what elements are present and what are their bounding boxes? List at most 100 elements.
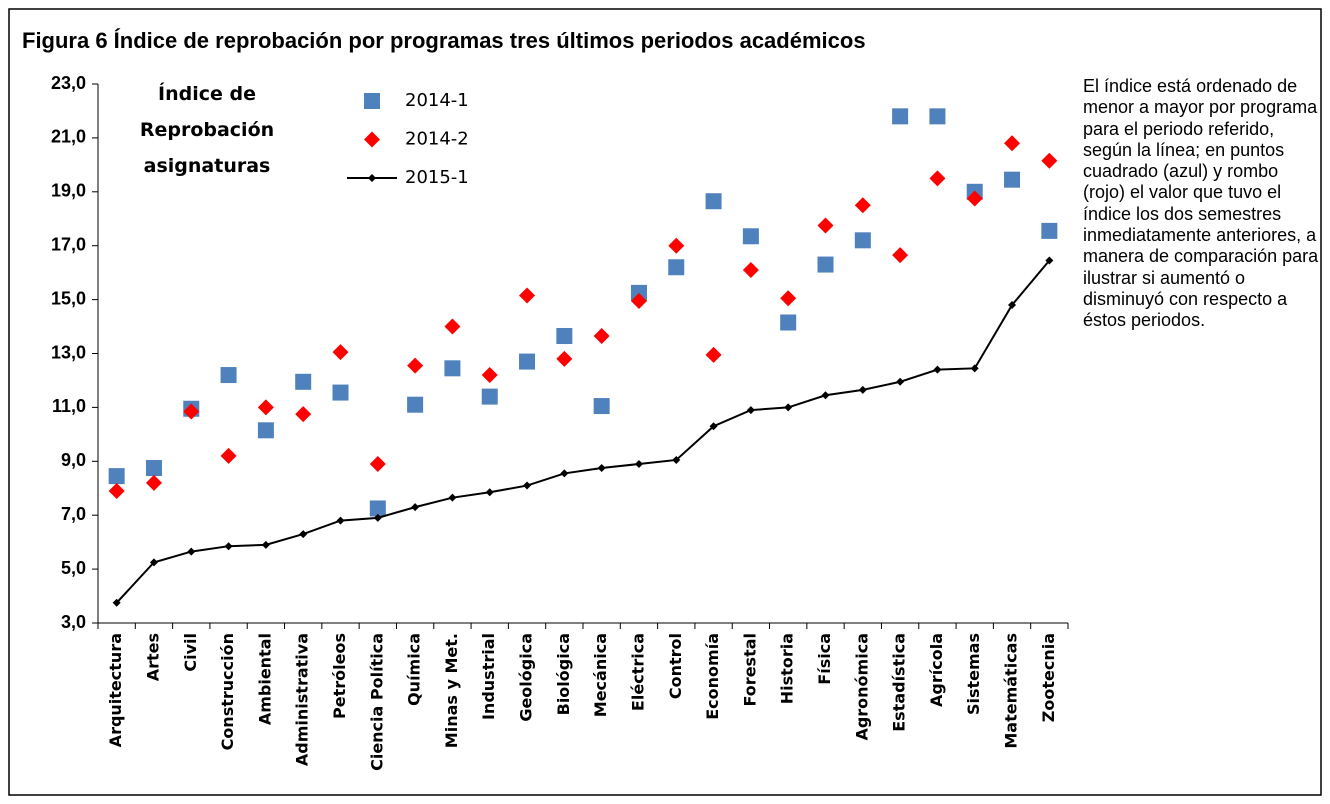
diamond-marker: [858, 385, 867, 394]
x-tick-label: Geológica: [517, 633, 536, 722]
diamond-marker: [519, 287, 536, 304]
square-marker: [444, 360, 461, 377]
diamond-marker: [145, 474, 162, 491]
x-tick-label: Economía: [703, 633, 722, 720]
diamond-marker: [705, 346, 722, 363]
diamond-marker: [448, 493, 457, 502]
square-marker: [892, 108, 909, 125]
diamond-marker: [364, 131, 380, 148]
x-tick-label: Biológica: [554, 633, 573, 715]
diamond-marker: [672, 455, 681, 464]
diamond-marker: [373, 513, 382, 522]
diamond-marker: [1045, 256, 1054, 265]
diamond-marker: [407, 357, 424, 374]
x-tick-label: Zootecnia: [1039, 633, 1058, 722]
diamond-marker: [780, 290, 797, 307]
y-tick-label: 21,0: [51, 127, 86, 147]
square-marker: [630, 284, 647, 301]
diamond-marker: [523, 481, 532, 490]
y-tick-label: 13,0: [51, 342, 86, 362]
diamond-marker: [411, 503, 420, 512]
square-marker: [257, 422, 274, 439]
diamond-marker: [742, 261, 759, 278]
diamond-marker: [821, 391, 830, 400]
diamond-marker: [892, 247, 909, 264]
square-marker: [295, 373, 312, 390]
diamond-marker: [966, 190, 983, 207]
diamond-marker: [485, 488, 494, 497]
square-marker: [817, 256, 834, 273]
square-marker: [332, 384, 349, 401]
legend-label: 2015-1: [405, 167, 469, 188]
x-tick-label: Industrial: [479, 633, 498, 720]
square-marker: [369, 500, 386, 517]
series-line: [115, 259, 1051, 604]
diamond-marker: [336, 516, 345, 525]
diamond-marker: [634, 459, 643, 468]
diamond-marker: [1004, 135, 1021, 152]
x-tick-label: Ciencia Política: [367, 633, 386, 771]
x-tick-label: Química: [405, 633, 424, 706]
diamond-marker: [556, 350, 573, 367]
diamond-marker: [108, 482, 125, 499]
y-tick-label: 15,0: [51, 288, 86, 308]
x-tick-label: Control: [666, 633, 685, 699]
square-marker: [780, 314, 797, 331]
x-tick-label: Forestal: [740, 633, 759, 706]
diamond-marker: [295, 406, 312, 423]
diamond-marker: [332, 344, 349, 361]
square-marker: [145, 460, 162, 477]
diamond-marker: [444, 318, 461, 335]
square-marker: [742, 228, 759, 245]
x-tick-label: Estadística: [890, 633, 909, 732]
x-tick-label: Administrativa: [293, 633, 312, 766]
diamond-marker: [1008, 300, 1017, 309]
x-tick-label: Historia: [778, 633, 797, 704]
diamond-marker: [257, 399, 274, 416]
diamond-marker: [746, 406, 755, 415]
square-marker: [668, 259, 685, 276]
x-tick-label: Sistemas: [964, 633, 983, 715]
x-tick-label: Agrícola: [927, 633, 946, 707]
square-marker: [705, 193, 722, 210]
diamond-marker: [854, 197, 871, 214]
chart-title: Figura 6 Índice de reprobación por progr…: [22, 28, 866, 53]
diamond-marker: [112, 598, 121, 607]
diamond-marker: [593, 327, 610, 344]
x-tick-label: Petróleos: [330, 633, 349, 719]
diamond-marker: [149, 558, 158, 567]
x-tick-label: Eléctrica: [628, 633, 647, 711]
square-marker: [854, 232, 871, 249]
note: El índice está ordenado de menor a mayor…: [1083, 76, 1319, 331]
y-tick-label: 17,0: [51, 234, 86, 254]
x-tick-label: Arquitectura: [106, 633, 125, 747]
legend-label: 2014-1: [405, 90, 469, 111]
y-tick-label: 23,0: [51, 73, 86, 93]
diamond-marker: [709, 422, 718, 431]
diamond-marker: [668, 237, 685, 254]
square-marker: [593, 398, 610, 415]
square-marker: [220, 367, 237, 384]
y-tick-label: 5,0: [61, 558, 86, 578]
x-tick-label: Agronómica: [852, 633, 871, 741]
square-marker: [556, 327, 573, 344]
diamond-marker: [929, 170, 946, 187]
legend-label: 2014-2: [405, 129, 469, 150]
diamond-marker: [933, 365, 942, 374]
diamond-marker: [261, 540, 270, 549]
diamond-marker: [369, 455, 386, 472]
frame: [8, 8, 1322, 796]
diamond-marker: [481, 367, 498, 384]
diamond-marker: [970, 364, 979, 373]
diamond-marker: [784, 403, 793, 412]
x-tick-label: Mecánica: [591, 633, 610, 717]
x-tick-label: Minas y Met.: [442, 633, 461, 748]
diamond-marker: [630, 292, 647, 309]
y-axis-label: Índice de Reprobación asignaturas: [139, 83, 275, 177]
diamond-marker: [299, 530, 308, 539]
diamond-marker: [817, 217, 834, 234]
square-marker: [481, 388, 498, 405]
y-tick-label: 3,0: [61, 612, 86, 632]
x-tick-label: Civil: [181, 633, 200, 672]
x-tick-label: Artes: [143, 633, 162, 681]
